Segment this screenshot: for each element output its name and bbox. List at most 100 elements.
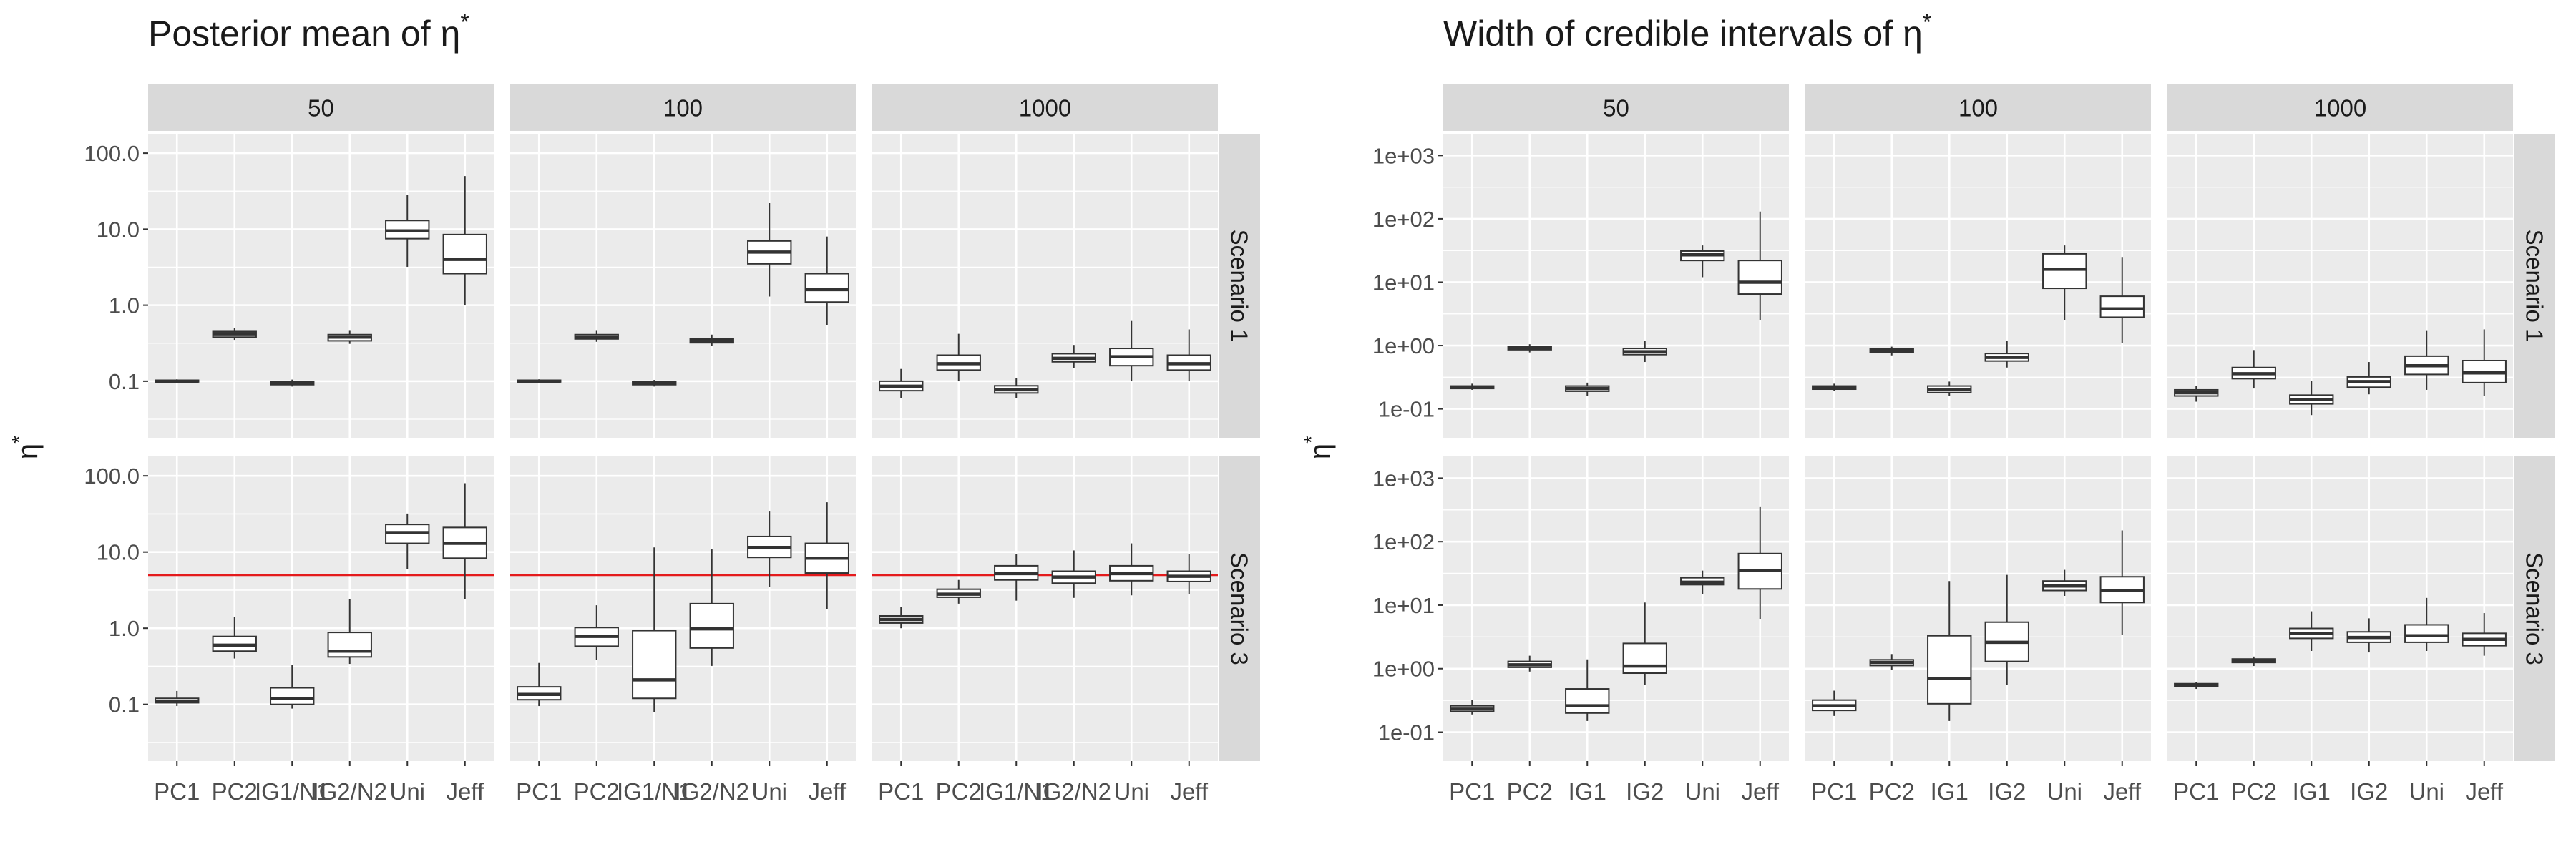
chart-2: Width of credible intervals of η*η*50 100…: [1300, 9, 2555, 805]
chart-title-sup: *: [1923, 9, 1931, 35]
boxplot-jeff: [804, 502, 849, 609]
panel-background: [1443, 134, 1789, 438]
boxplot-pc2: [574, 605, 619, 660]
facet-strip-row-2: [1219, 456, 1260, 761]
y-axis-label-sup: *: [8, 436, 30, 444]
x-tick-label: IG2/N2: [674, 778, 749, 805]
boxplot-pc1: [155, 379, 200, 383]
boxplot-uni: [1109, 543, 1154, 596]
boxplot-ig2-n2: [689, 334, 734, 346]
facet-strip-col-100: [510, 84, 856, 131]
box-iqr: [1927, 635, 1972, 705]
x-tick-label: PC2: [574, 778, 620, 805]
x-tick-label: PC2: [1507, 778, 1553, 805]
boxplot-jeff: [442, 483, 487, 599]
boxplot-pc1: [517, 379, 562, 383]
x-tick-label: Jeff: [2103, 778, 2141, 805]
x-tick-label: IG1: [1568, 778, 1606, 805]
boxplot-ig1: [2289, 611, 2334, 651]
panel-scenario-1-100: [510, 134, 856, 438]
boxplot-pc2: [1869, 654, 1914, 670]
x-tick-label: Uni: [2046, 778, 2082, 805]
chart-1: Posterior mean of η*η*50 100 1000Scenario …: [8, 9, 1260, 805]
boxplot-ig2: [2346, 618, 2391, 653]
boxplot-uni: [1680, 570, 1725, 594]
y-tick-label: 1.0: [109, 293, 140, 318]
boxplot-pc1: [879, 368, 924, 398]
facet-strip-row-label: Scenario 1: [2522, 230, 2548, 343]
panel-background: [510, 456, 856, 761]
y-tick-label: 1e+00: [1372, 333, 1435, 358]
x-tick-label: PC1: [1811, 778, 1857, 805]
facet-strip-col-label: 50: [308, 95, 334, 122]
facet-strip-col-50: [1443, 84, 1789, 131]
boxplot-pc2: [574, 330, 619, 342]
boxplot-ig2: [1622, 602, 1667, 685]
boxplot-ig1-n1: [270, 379, 315, 387]
panel-background: [148, 134, 494, 438]
y-tick-label: 1e-01: [1378, 397, 1435, 422]
boxplot-ig2-n2: [1051, 345, 1096, 368]
boxplot-ig2-n2: [689, 549, 734, 666]
boxplot-jeff: [804, 236, 849, 325]
x-tick-label: PC2: [212, 778, 258, 805]
boxplot-uni: [1109, 320, 1154, 381]
boxplot-pc2: [2231, 656, 2276, 667]
boxplot-pc2: [1507, 655, 1552, 672]
panel-background: [872, 456, 1218, 761]
x-tick-label: PC2: [1869, 778, 1915, 805]
boxplot-jeff: [442, 176, 487, 305]
boxplot-pc1: [1450, 700, 1495, 715]
panel-scenario-3-50: PC1 PC2 IG1 IG2 Uni Jeff: [1443, 456, 1789, 805]
boxplot-jeff: [1166, 329, 1211, 381]
facet-strip-col-label: 100: [663, 95, 703, 122]
boxplot-pc1: [1812, 383, 1857, 391]
boxplot-ig2-n2: [327, 330, 372, 344]
y-tick-label: 0.1: [109, 369, 140, 394]
x-tick-label: PC1: [154, 778, 200, 805]
box-iqr: [442, 233, 487, 275]
y-tick-label: 100.0: [84, 464, 140, 489]
panel-background: [1443, 456, 1789, 761]
x-tick-label: Jeff: [1741, 778, 1779, 805]
boxplot-jeff: [2462, 613, 2507, 656]
x-tick-label: Uni: [389, 778, 425, 805]
boxplot-pc1: [517, 662, 562, 707]
x-tick-label: IG1: [1931, 778, 1968, 805]
x-tick-label: PC1: [516, 778, 562, 805]
x-tick-label: PC2: [2231, 778, 2277, 805]
y-tick-label: 1e+02: [1372, 529, 1435, 554]
y-tick-label: 1e+03: [1372, 466, 1435, 491]
boxplot-uni: [2042, 569, 2087, 596]
boxplot-ig1: [1927, 581, 1972, 721]
y-tick-label: 100.0: [84, 141, 140, 166]
boxplot-pc1: [879, 607, 924, 629]
boxplot-pc2: [936, 333, 981, 381]
y-tick-label: 1e+01: [1372, 593, 1435, 618]
boxplot-jeff: [1737, 211, 1782, 320]
boxplot-uni: [2404, 597, 2449, 651]
x-tick-label: Jeff: [446, 778, 484, 805]
box-iqr: [2099, 295, 2145, 318]
boxplot-pc1: [2174, 682, 2219, 690]
y-axis-label-sup: *: [1300, 436, 1322, 444]
panel-background: [872, 134, 1218, 438]
boxplot-jeff: [2099, 257, 2145, 343]
panel-scenario-3-100: PC1 PC2 IG1 IG2 Uni Jeff: [1805, 456, 2151, 805]
boxplot-ig2: [1984, 574, 2029, 685]
boxplot-ig2: [2346, 362, 2391, 395]
panel-background: [148, 456, 494, 761]
y-tick-label: 10.0: [97, 217, 140, 242]
facet-strip-col-1000: [2167, 84, 2513, 131]
panel-scenario-1-50: [1443, 134, 1789, 438]
boxplot-jeff: [1166, 554, 1211, 594]
boxplot-pc2: [1869, 346, 1914, 356]
facet-strip-col-1000: [872, 84, 1218, 131]
boxplot-uni: [385, 513, 430, 569]
x-tick-label: Uni: [1113, 778, 1149, 805]
panel-background: [2167, 134, 2513, 438]
x-tick-label: PC2: [936, 778, 982, 805]
boxplot-pc1: [155, 690, 200, 707]
